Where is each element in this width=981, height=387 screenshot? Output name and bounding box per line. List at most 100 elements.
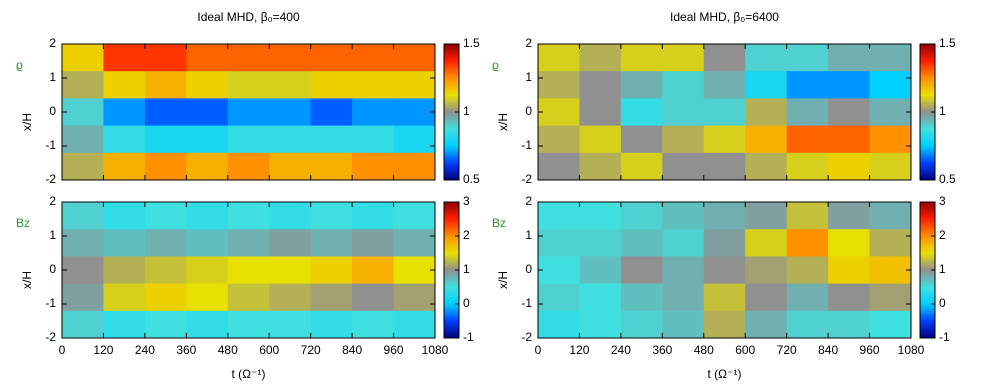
heat-cell [227, 310, 270, 339]
heat-cell [538, 98, 580, 127]
heat-cell [869, 152, 912, 181]
heat-cell [186, 71, 229, 99]
heat-cell [786, 202, 829, 230]
heat-cell [869, 44, 912, 72]
colorbar-swatch [920, 150, 935, 154]
heat-cell [144, 152, 187, 181]
heat-cell [786, 310, 829, 339]
colorbar-swatch [444, 150, 459, 154]
heat-cell [393, 283, 436, 312]
colorbar-swatch [444, 270, 459, 273]
heat-cell [269, 71, 312, 99]
colorbar-swatch [444, 224, 459, 228]
heat-cell [828, 152, 871, 181]
colorbar-swatch [920, 84, 935, 88]
colorbar-swatch [444, 46, 459, 50]
colorbar-tick-label: 1.5 [463, 36, 480, 50]
heat-cell [103, 229, 146, 257]
variable-label: ϱ [492, 58, 499, 72]
heat-cell [227, 98, 270, 127]
x-tick-label: 240 [135, 343, 155, 357]
colorbar-swatch [444, 258, 459, 262]
heat-cell [786, 71, 829, 99]
colorbar-swatch [920, 173, 935, 176]
colorbar-swatch [444, 265, 459, 269]
heat-cell [538, 310, 580, 339]
colorbar-swatch [444, 173, 459, 176]
colorbar-swatch [444, 304, 459, 307]
colorbar-swatch [920, 105, 935, 108]
colorbar-swatch [444, 274, 459, 278]
heat-cell [620, 44, 663, 72]
colorbar-swatch [920, 242, 935, 246]
colorbar-swatch [444, 326, 459, 330]
heat-cell [745, 71, 788, 99]
colorbar-swatch [920, 155, 935, 158]
y-axis-label: x/H [20, 271, 34, 289]
colorbar-swatch [444, 130, 459, 133]
colorbar-swatch [444, 310, 459, 314]
colorbar-swatch [444, 217, 459, 221]
colorbar-swatch [920, 118, 935, 122]
colorbar-swatch [444, 121, 459, 124]
colorbar-swatch [920, 306, 935, 310]
colorbar-swatch [920, 55, 935, 59]
colorbar-swatch [444, 313, 459, 316]
colorbar-swatch [444, 170, 459, 174]
colorbar-swatch [444, 254, 459, 257]
heat-cell [62, 256, 104, 285]
colorbar-swatch [920, 249, 935, 253]
colorbar-swatch [444, 211, 459, 214]
y-tick-label: 0 [49, 104, 56, 118]
heat-cell [310, 44, 353, 72]
y-tick-label: -1 [45, 138, 56, 152]
colorbar-swatch [920, 256, 935, 260]
colorbar-swatch [920, 270, 935, 273]
heat-cell [786, 152, 829, 181]
heat-cell [538, 256, 580, 285]
variable-label: ϱ [16, 58, 23, 72]
heat-cell [579, 283, 622, 312]
colorbar-swatch [920, 304, 935, 307]
x-tick-label: 840 [818, 343, 838, 357]
y-tick-label: 1 [49, 228, 56, 242]
colorbar-swatch [920, 224, 935, 228]
colorbar-swatch [444, 123, 459, 127]
heat-cell [144, 71, 187, 99]
y-tick-label: -2 [521, 172, 532, 186]
colorbar-swatch [920, 279, 935, 282]
colorbar-swatch [920, 313, 935, 316]
x-tick-label: 240 [611, 343, 631, 357]
colorbar-swatch [920, 251, 935, 255]
heat-cell [352, 98, 395, 127]
heat-cell [352, 71, 395, 99]
colorbar-swatch [920, 290, 935, 294]
colorbar-swatch [920, 116, 935, 120]
colorbar-swatch [920, 331, 935, 334]
heat-cell [186, 44, 229, 72]
colorbar-tick-label: 0 [939, 296, 946, 310]
colorbar-swatch [444, 236, 459, 239]
heat-cell [620, 98, 663, 127]
colorbar-swatch [444, 114, 459, 118]
colorbar-swatch [444, 251, 459, 255]
heat-cell [227, 229, 270, 257]
x-tick-label: 1080 [898, 343, 925, 357]
heat-cell [62, 98, 104, 127]
heat-cell [828, 283, 871, 312]
colorbar-swatch [920, 48, 935, 52]
heat-cell [620, 229, 663, 257]
heat-cell [662, 98, 705, 127]
colorbar-swatch [444, 317, 459, 321]
colorbar-swatch [444, 279, 459, 282]
colorbar-swatch [920, 310, 935, 314]
heat-cell [269, 152, 312, 181]
heat-cell [393, 125, 436, 154]
heat-cell [662, 202, 705, 230]
colorbar-swatch [920, 222, 935, 226]
heat-cell [620, 310, 663, 339]
colorbar-swatch [920, 206, 935, 210]
colorbar-swatch [920, 109, 935, 113]
colorbar-swatch [444, 249, 459, 253]
heat-cell [393, 152, 436, 181]
